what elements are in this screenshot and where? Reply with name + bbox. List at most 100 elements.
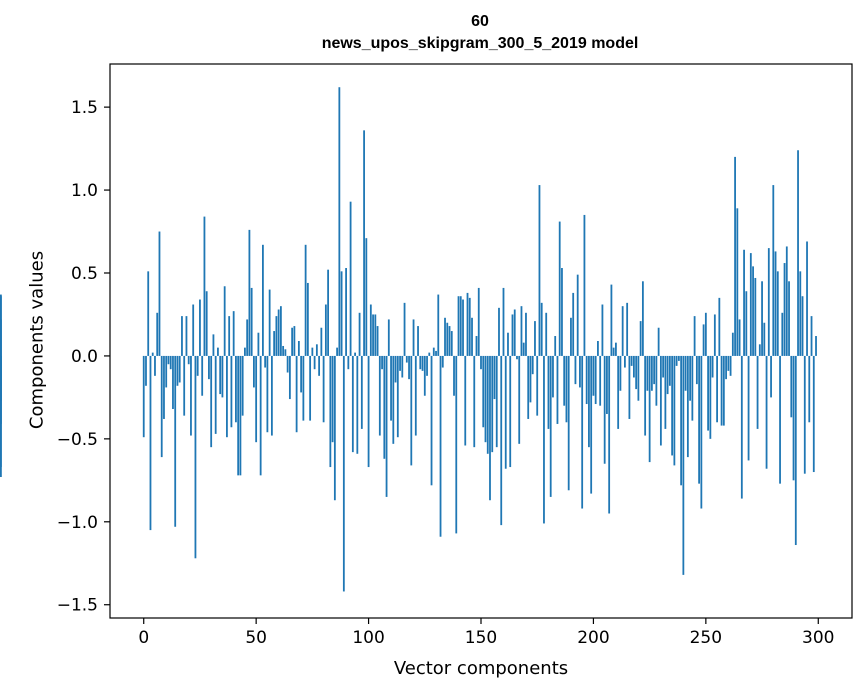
bar — [788, 281, 790, 356]
bar — [205, 291, 208, 356]
bar — [196, 355, 199, 376]
bar — [662, 355, 665, 378]
bar — [585, 355, 588, 405]
bar — [327, 269, 329, 356]
bar — [734, 156, 736, 356]
y-tick-label: −1.5 — [57, 596, 98, 616]
bar — [547, 355, 550, 429]
x-tick-label: 50 — [245, 628, 267, 648]
bar — [664, 355, 667, 429]
bar — [554, 336, 557, 356]
bar — [394, 355, 397, 383]
bar — [374, 314, 377, 356]
bar — [246, 319, 249, 356]
bar — [183, 355, 186, 416]
bar — [399, 355, 401, 371]
bar — [648, 355, 651, 463]
bar — [203, 216, 206, 356]
bar — [711, 355, 714, 378]
bar — [513, 309, 516, 356]
bar — [693, 316, 696, 356]
bar — [812, 355, 815, 473]
bar — [262, 244, 264, 356]
bar — [783, 263, 786, 356]
bar — [450, 331, 453, 356]
bar — [473, 355, 476, 448]
bar — [558, 221, 561, 356]
bar — [639, 321, 642, 356]
bar — [567, 355, 570, 491]
x-tick-label: 300 — [802, 628, 834, 648]
bar — [432, 347, 435, 356]
bar — [331, 355, 334, 443]
y-tick-label: 0.5 — [71, 264, 98, 284]
bar — [718, 297, 721, 356]
bar — [421, 355, 424, 371]
bar — [172, 355, 174, 410]
bar — [594, 355, 597, 405]
bar — [556, 355, 559, 424]
bar — [208, 355, 210, 380]
bar — [758, 344, 761, 356]
bar — [725, 355, 727, 380]
bar — [610, 284, 613, 356]
bar — [428, 352, 431, 356]
bar — [255, 355, 258, 443]
bar — [253, 355, 255, 388]
bar — [695, 355, 698, 385]
bar — [444, 317, 446, 356]
bar — [302, 355, 305, 421]
x-axis: 0 50 100 150 200 250 300 — [138, 618, 834, 648]
bar — [563, 355, 566, 406]
bar — [185, 316, 188, 356]
bar — [462, 299, 464, 356]
bar — [414, 355, 417, 436]
bar — [187, 355, 190, 365]
bar — [491, 355, 494, 453]
bar — [716, 355, 718, 423]
bar — [588, 355, 590, 448]
bar — [318, 355, 321, 376]
bar — [464, 355, 467, 446]
bar — [666, 355, 669, 395]
y-tick-label: 1.0 — [71, 181, 98, 201]
bar — [383, 355, 386, 459]
bar — [293, 326, 296, 356]
bar — [403, 302, 406, 356]
bar — [797, 150, 799, 356]
bar — [738, 319, 741, 356]
bar — [691, 355, 694, 421]
bar — [749, 253, 752, 356]
bar — [743, 249, 745, 356]
bar — [516, 355, 518, 360]
bar — [682, 355, 685, 575]
bar — [633, 355, 635, 378]
bar — [405, 355, 408, 363]
bar — [668, 355, 671, 386]
bar — [815, 336, 817, 356]
bar — [785, 246, 788, 356]
bar — [320, 327, 323, 356]
bar — [453, 355, 455, 396]
bar — [426, 355, 428, 376]
bar — [300, 355, 303, 393]
bar — [273, 331, 276, 356]
bar — [437, 294, 440, 356]
x-tick-label: 0 — [138, 628, 149, 648]
y-tick-label: 1.5 — [71, 98, 98, 118]
bar — [154, 355, 156, 376]
bar — [241, 355, 244, 416]
bar — [194, 355, 197, 559]
bar — [570, 317, 572, 356]
bar — [507, 332, 509, 356]
bar — [504, 355, 507, 469]
bar — [270, 355, 273, 436]
bar — [799, 271, 802, 356]
bar — [597, 341, 599, 356]
bar — [277, 309, 280, 356]
x-tick-label: 150 — [465, 628, 497, 648]
bar — [439, 355, 442, 537]
bar — [441, 355, 444, 368]
y-tick-label: −0.5 — [57, 430, 98, 450]
bar — [599, 355, 602, 406]
